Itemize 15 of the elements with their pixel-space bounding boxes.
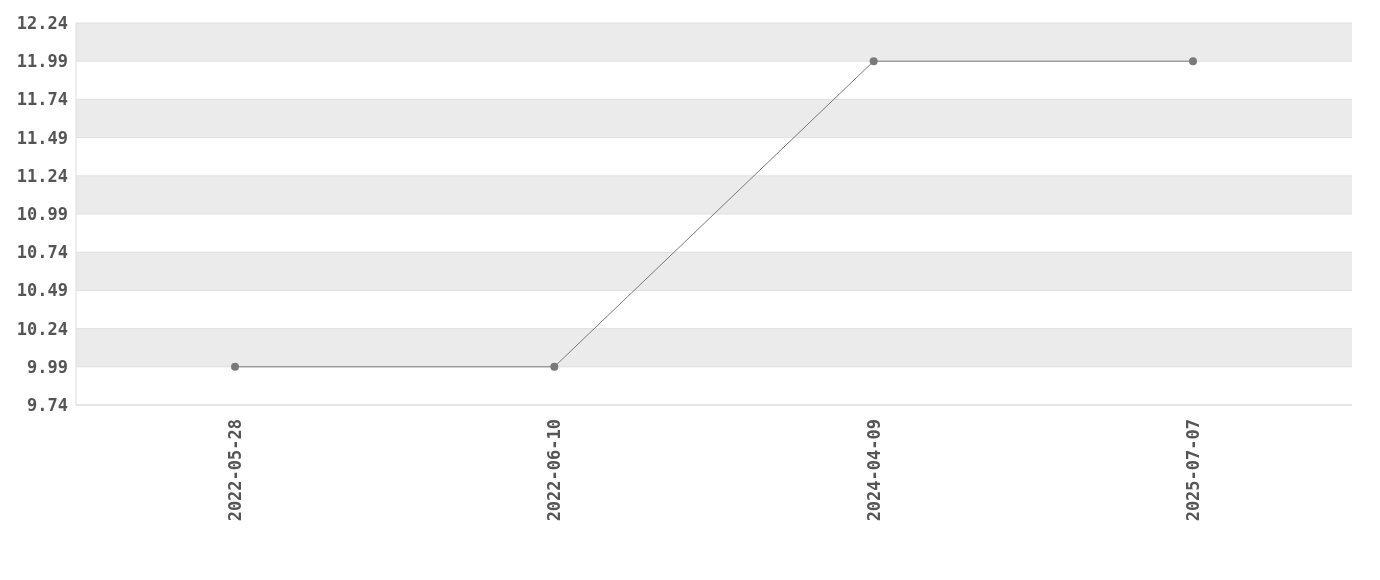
y-tick-label: 10.24 bbox=[16, 318, 68, 339]
x-tick-label: 2025-07-07 bbox=[1183, 419, 1203, 522]
y-tick-label: 11.49 bbox=[16, 127, 68, 148]
y-tick-label: 9.74 bbox=[27, 395, 68, 416]
y-tick-label: 11.99 bbox=[16, 51, 68, 72]
y-tick-label: 10.74 bbox=[16, 242, 68, 263]
y-tick-label: 9.99 bbox=[27, 356, 68, 377]
y-tick-label: 10.49 bbox=[16, 280, 68, 301]
x-tick-label: 2022-05-28 bbox=[225, 419, 245, 522]
y-tick-label: 10.99 bbox=[16, 204, 68, 225]
y-tick-label: 11.24 bbox=[16, 165, 68, 186]
y-tick-label: 12.24 bbox=[16, 13, 68, 34]
x-tick-label: 2022-06-10 bbox=[544, 419, 565, 522]
x-tick-label: 2024-04-09 bbox=[863, 419, 884, 522]
y-tick-label: 11.74 bbox=[16, 89, 68, 110]
